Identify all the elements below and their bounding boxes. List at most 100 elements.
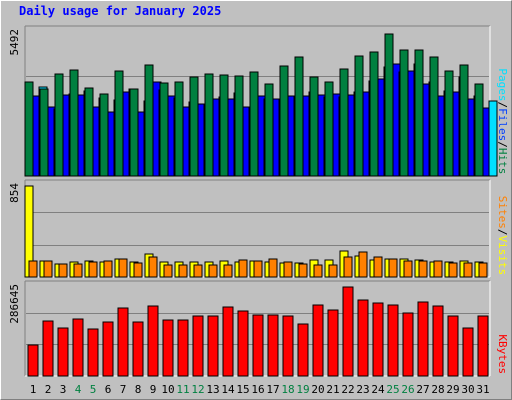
x-tick-label-day-15: 15 xyxy=(236,383,249,396)
legend-entry-pages: Pages xyxy=(496,68,509,101)
bar-sites-day-12 xyxy=(193,264,203,278)
bar-sites-day-4 xyxy=(73,263,83,278)
x-tick-label-day-3: 3 xyxy=(60,383,67,396)
bar-sites-day-6 xyxy=(103,260,113,278)
x-tick-label-day-16: 16 xyxy=(251,383,264,396)
x-tick-label-day-30: 30 xyxy=(461,383,474,396)
legend-entry-visits: Visits xyxy=(496,236,509,276)
bar-kbytes-day-31 xyxy=(477,315,489,377)
bar-sites-day-7 xyxy=(118,258,128,278)
bar-hits-day-10 xyxy=(159,82,169,177)
bar-sites-day-19 xyxy=(298,263,308,278)
bar-sites-day-25 xyxy=(388,258,398,278)
bar-sites-day-22 xyxy=(343,256,353,278)
bar-kbytes-day-29 xyxy=(447,315,459,377)
legend-entry-files: Files xyxy=(496,108,509,141)
x-tick-label-day-5: 5 xyxy=(90,383,97,396)
bar-sites-day-31 xyxy=(478,262,488,278)
x-tick-label-day-20: 20 xyxy=(311,383,324,396)
x-tick-label-day-7: 7 xyxy=(120,383,127,396)
bar-hits-day-25 xyxy=(384,33,394,177)
x-tick-label-day-29: 29 xyxy=(446,383,459,396)
x-tick-label-day-11: 11 xyxy=(176,383,189,396)
bar-sites-day-30 xyxy=(463,262,473,278)
bar-hits-day-12 xyxy=(189,76,199,177)
x-tick-label-day-2: 2 xyxy=(45,383,52,396)
x-tick-label-day-22: 22 xyxy=(341,383,354,396)
bar-sites-day-14 xyxy=(223,264,233,278)
bar-sites-day-15 xyxy=(238,259,248,278)
bar-hits-day-18 xyxy=(279,65,289,177)
x-tick-label-day-25: 25 xyxy=(386,383,399,396)
bar-sites-day-29 xyxy=(448,262,458,278)
bar-sites-day-20 xyxy=(313,264,323,278)
bar-kbytes-day-24 xyxy=(372,302,384,377)
bar-hits-day-19 xyxy=(294,56,304,177)
bar-hits-day-13 xyxy=(204,73,214,177)
bar-hits-day-5 xyxy=(84,87,94,177)
bar-hits-day-31 xyxy=(474,83,484,177)
legend-entry-kbytes: KBytes xyxy=(496,334,509,374)
bar-hits-day-8 xyxy=(129,88,139,177)
x-tick-label-day-6: 6 xyxy=(105,383,112,396)
y-max-label: 286645 xyxy=(8,284,21,324)
y-max-label: 854 xyxy=(8,183,21,203)
x-tick-label-day-12: 12 xyxy=(191,383,204,396)
x-tick-label-day-8: 8 xyxy=(135,383,142,396)
bar-sites-day-21 xyxy=(328,264,338,278)
bar-kbytes-day-21 xyxy=(327,309,339,377)
bar-kbytes-day-19 xyxy=(297,323,309,377)
bar-kbytes-day-2 xyxy=(42,320,54,377)
x-tick-label-day-24: 24 xyxy=(371,383,385,396)
legend: Sites/Visits xyxy=(496,196,509,275)
bar-kbytes-day-13 xyxy=(207,315,219,377)
bar-hits-day-16 xyxy=(249,71,259,177)
bar-kbytes-day-28 xyxy=(432,305,444,377)
bar-sites-day-18 xyxy=(283,261,293,278)
chart-title: Daily usage for January 2025 xyxy=(19,4,222,18)
bar-kbytes-day-5 xyxy=(87,328,99,377)
bar-hits-day-22 xyxy=(339,68,349,177)
bar-hits-day-15 xyxy=(234,75,244,177)
x-tick-label-day-13: 13 xyxy=(206,383,219,396)
bar-hits-day-28 xyxy=(429,56,439,177)
bar-kbytes-day-20 xyxy=(312,304,324,377)
bar-kbytes-day-6 xyxy=(102,321,114,377)
bar-sites-day-9 xyxy=(148,256,158,278)
x-tick-label-day-9: 9 xyxy=(150,383,157,396)
bar-kbytes-day-4 xyxy=(72,318,84,377)
bar-kbytes-day-16 xyxy=(252,314,264,377)
legend: Pages/Files/Hits xyxy=(496,68,509,174)
bar-kbytes-day-15 xyxy=(237,310,249,377)
bar-kbytes-day-26 xyxy=(402,312,414,377)
bar-kbytes-day-22 xyxy=(342,286,354,377)
bar-sites-day-13 xyxy=(208,264,218,278)
bar-kbytes-day-14 xyxy=(222,306,234,377)
bar-sites-day-11 xyxy=(178,264,188,278)
bar-sites-day-3 xyxy=(58,263,68,278)
bar-sites-day-17 xyxy=(268,258,278,278)
bar-kbytes-day-7 xyxy=(117,307,129,377)
bar-hits-day-7 xyxy=(114,70,124,177)
bar-hits-day-30 xyxy=(459,64,469,177)
bar-kbytes-day-8 xyxy=(132,321,144,377)
legend-entry-separator: / xyxy=(496,141,509,148)
bar-pages-day-31 xyxy=(488,100,498,177)
x-tick-label-day-18: 18 xyxy=(281,383,294,396)
bar-sites-day-1 xyxy=(28,260,38,278)
bar-sites-day-23 xyxy=(358,251,368,278)
legend-entry-separator: / xyxy=(496,102,509,109)
x-tick-label-day-26: 26 xyxy=(401,383,414,396)
bar-kbytes-day-23 xyxy=(357,299,369,377)
x-tick-label-day-21: 21 xyxy=(326,383,339,396)
bar-hits-day-9 xyxy=(144,64,154,177)
bar-hits-day-24 xyxy=(369,51,379,177)
bar-kbytes-day-17 xyxy=(267,314,279,377)
bar-hits-day-4 xyxy=(69,69,79,177)
bar-hits-day-26 xyxy=(399,49,409,177)
x-tick-label-day-31: 31 xyxy=(476,383,489,396)
bar-kbytes-day-3 xyxy=(57,327,69,377)
x-tick-label-day-27: 27 xyxy=(416,383,429,396)
bar-hits-day-21 xyxy=(324,81,334,177)
